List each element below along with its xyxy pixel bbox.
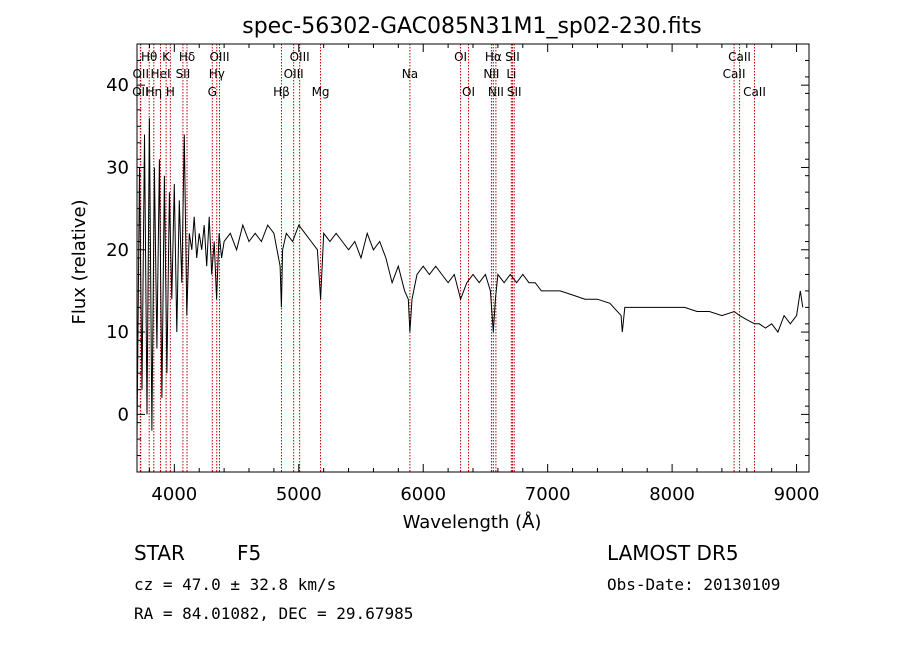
spectral-line-label: Na [402,67,418,81]
spectral-line-label: OIII [284,67,304,81]
spectral-line-label: Hθ [141,50,157,64]
spectral-line-label: CaII [723,67,746,81]
spectral-line-label: NII [483,67,499,81]
spectral-line-label: OI [454,50,467,64]
spectral-line-label: HeI [151,67,171,81]
x-tick-label: 5000 [276,484,322,505]
coordinates: RA = 84.01082, DEC = 29.67985 [134,604,413,623]
survey-name: LAMOST DR5 [607,541,739,565]
spectral-line-label: OII [132,67,149,81]
y-tick-label: 0 [118,404,129,425]
x-tick-label: 6000 [400,484,446,505]
y-tick-label: 30 [106,157,129,178]
object-class: STAR [134,541,185,565]
spectrum-line [136,118,804,440]
spectral-line-markers [139,44,755,472]
spectral-line-labels: OIIHθOIIHηHeIKHSIIHδGHγOIIIHβOIIIOIIIMgN… [132,50,766,99]
plot-frame [136,43,810,473]
spectral-line-label: SII [505,50,520,64]
x-tick-label: 8000 [649,484,695,505]
x-axis-label: Wavelength (Å) [403,511,542,533]
x-tick-label: 9000 [774,484,820,505]
spectral-line-label: SII [176,67,191,81]
subclass: F5 [237,541,261,565]
x-tick-label: 7000 [525,484,571,505]
y-axis-label: Flux (relative) [69,199,90,324]
y-axis-ticks: 0 10 20 30 40 [106,43,809,457]
spectral-line-label: OII [132,85,149,99]
spectral-line-label: H [166,85,175,99]
spectral-line-label: Li [506,67,516,81]
spectral-line-label: OIII [290,50,310,64]
spectral-line-label: K [162,50,171,64]
chart-title: spec-56302-GAC085N31M1_sp02-230.fits [242,14,702,39]
x-tick-label: 4000 [151,484,197,505]
spectral-line-label: Hη [145,85,162,99]
spectral-line-label: Hα [485,50,502,64]
spectral-line-label: OIII [209,50,229,64]
spectral-line-label: Hγ [209,67,225,81]
y-tick-label: 40 [106,75,129,96]
spectrum-series [136,118,804,440]
spectral-line-label: CaII [743,85,766,99]
spectral-line-label: G [208,85,217,99]
spectral-line-label: SII [507,85,522,99]
spectral-line-label: Hδ [179,50,195,64]
redshift: cz = 47.0 ± 32.8 km/s [134,575,336,594]
spectral-line-label: CaII [728,50,751,64]
spectral-line-label: NII [488,85,504,99]
y-tick-label: 20 [106,240,129,261]
spectral-line-label: OI [462,85,475,99]
spectral-line-label: Mg [312,85,330,99]
obs-date: Obs-Date: 20130109 [607,575,780,594]
x-axis-ticks: 4000 5000 6000 7000 8000 9000 [148,44,820,505]
y-tick-label: 10 [106,322,129,343]
spectral-line-label: Hβ [273,85,290,99]
